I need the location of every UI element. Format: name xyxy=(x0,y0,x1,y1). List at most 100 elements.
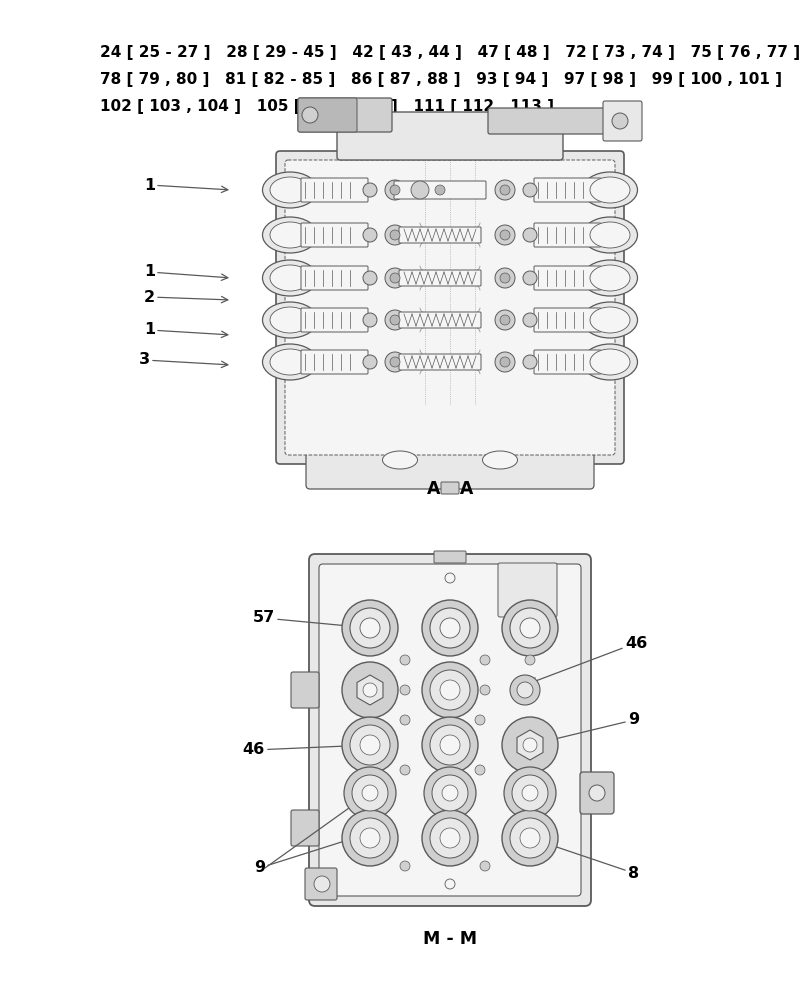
FancyBboxPatch shape xyxy=(301,308,367,332)
Circle shape xyxy=(479,861,489,871)
Circle shape xyxy=(501,810,557,866)
Circle shape xyxy=(522,271,536,285)
Ellipse shape xyxy=(581,302,637,338)
Ellipse shape xyxy=(581,172,637,208)
FancyBboxPatch shape xyxy=(398,354,480,370)
Text: 46: 46 xyxy=(242,742,364,758)
Circle shape xyxy=(389,357,400,367)
Circle shape xyxy=(519,828,539,848)
Circle shape xyxy=(614,352,634,372)
Circle shape xyxy=(302,107,318,123)
Ellipse shape xyxy=(270,265,310,291)
Circle shape xyxy=(422,662,478,718)
Circle shape xyxy=(495,268,514,288)
Circle shape xyxy=(422,810,478,866)
FancyBboxPatch shape xyxy=(603,101,642,141)
Circle shape xyxy=(422,717,478,773)
Circle shape xyxy=(341,662,397,718)
Circle shape xyxy=(264,310,285,330)
FancyBboxPatch shape xyxy=(290,672,319,708)
FancyBboxPatch shape xyxy=(398,270,480,286)
Circle shape xyxy=(440,618,460,638)
FancyBboxPatch shape xyxy=(305,868,337,900)
FancyBboxPatch shape xyxy=(534,308,600,332)
FancyBboxPatch shape xyxy=(298,98,392,132)
Text: 3: 3 xyxy=(139,353,228,368)
FancyBboxPatch shape xyxy=(301,350,367,374)
Circle shape xyxy=(431,775,467,811)
Circle shape xyxy=(500,273,509,283)
Circle shape xyxy=(440,828,460,848)
Circle shape xyxy=(500,185,509,195)
Circle shape xyxy=(359,618,380,638)
Ellipse shape xyxy=(270,177,310,203)
Ellipse shape xyxy=(270,222,310,248)
Ellipse shape xyxy=(590,349,629,375)
Circle shape xyxy=(614,225,634,245)
Text: 78 [ 79 , 80 ]   81 [ 82 - 85 ]   86 [ 87 , 88 ]   93 [ 94 ]   97 [ 98 ]   99 [ : 78 [ 79 , 80 ] 81 [ 82 - 85 ] 86 [ 87 , … xyxy=(100,72,781,87)
FancyBboxPatch shape xyxy=(534,223,600,247)
Circle shape xyxy=(264,225,285,245)
Circle shape xyxy=(350,818,389,858)
FancyBboxPatch shape xyxy=(487,108,611,134)
Circle shape xyxy=(341,810,397,866)
Circle shape xyxy=(410,181,428,199)
FancyBboxPatch shape xyxy=(534,266,600,290)
Circle shape xyxy=(519,618,539,638)
Circle shape xyxy=(440,735,460,755)
Ellipse shape xyxy=(590,222,629,248)
Circle shape xyxy=(444,879,454,889)
FancyBboxPatch shape xyxy=(398,227,480,243)
Circle shape xyxy=(500,357,509,367)
Circle shape xyxy=(495,310,514,330)
Circle shape xyxy=(509,818,549,858)
Circle shape xyxy=(384,310,405,330)
Text: 9: 9 xyxy=(254,834,364,876)
Circle shape xyxy=(525,655,534,665)
Circle shape xyxy=(351,775,388,811)
Circle shape xyxy=(350,725,389,765)
Circle shape xyxy=(359,735,380,755)
Circle shape xyxy=(504,767,556,819)
Circle shape xyxy=(522,355,536,369)
Circle shape xyxy=(389,185,400,195)
Circle shape xyxy=(588,785,604,801)
FancyBboxPatch shape xyxy=(497,563,556,617)
Circle shape xyxy=(384,180,405,200)
Circle shape xyxy=(362,785,378,801)
Circle shape xyxy=(441,785,457,801)
Ellipse shape xyxy=(581,217,637,253)
Circle shape xyxy=(501,600,557,656)
Circle shape xyxy=(430,608,470,648)
Circle shape xyxy=(363,183,376,197)
Circle shape xyxy=(264,180,285,200)
Circle shape xyxy=(363,313,376,327)
Circle shape xyxy=(400,655,410,665)
Circle shape xyxy=(509,608,549,648)
Circle shape xyxy=(400,715,410,725)
Circle shape xyxy=(474,765,484,775)
Text: A - A: A - A xyxy=(427,480,473,498)
Circle shape xyxy=(521,785,538,801)
Circle shape xyxy=(614,180,634,200)
Ellipse shape xyxy=(262,172,317,208)
Circle shape xyxy=(363,228,376,242)
Circle shape xyxy=(314,876,329,892)
FancyBboxPatch shape xyxy=(393,181,486,199)
Circle shape xyxy=(500,315,509,325)
Circle shape xyxy=(384,352,405,372)
FancyBboxPatch shape xyxy=(290,810,319,846)
Circle shape xyxy=(479,655,489,665)
FancyBboxPatch shape xyxy=(534,178,600,202)
Text: M - M: M - M xyxy=(423,930,477,948)
Ellipse shape xyxy=(590,307,629,333)
Circle shape xyxy=(400,685,410,695)
Ellipse shape xyxy=(482,451,517,469)
FancyBboxPatch shape xyxy=(337,112,562,160)
FancyBboxPatch shape xyxy=(319,564,581,896)
Circle shape xyxy=(400,861,410,871)
Circle shape xyxy=(522,313,536,327)
Text: 57: 57 xyxy=(252,610,364,630)
Circle shape xyxy=(430,670,470,710)
Circle shape xyxy=(517,682,532,698)
